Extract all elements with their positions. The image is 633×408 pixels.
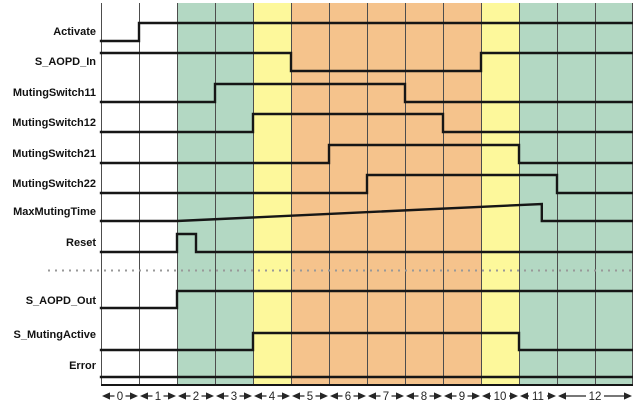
- axis-interval-label: 12: [589, 391, 602, 403]
- axis-interval-label: 8: [421, 391, 427, 403]
- arrow-left-icon: [216, 392, 224, 400]
- arrow-left-icon: [368, 392, 376, 400]
- axis-interval-label: 0: [117, 391, 123, 403]
- axis-interval-label: 1: [155, 391, 161, 403]
- axis-interval-label: 11: [532, 391, 544, 403]
- axis-interval-label: 5: [307, 391, 313, 403]
- axis-interval-label: 2: [193, 391, 199, 403]
- arrow-left-icon: [254, 392, 262, 400]
- arrow-right-icon: [168, 392, 176, 400]
- arrow-right-icon: [472, 392, 480, 400]
- arrow-left-icon: [558, 392, 566, 400]
- axis-interval-label: 6: [345, 391, 351, 403]
- signal-label-mutingswitch21: MutingSwitch21: [12, 148, 96, 160]
- waveform-MutingSwitch12: [99, 112, 633, 134]
- axis-label-backing: [152, 389, 164, 403]
- axis-label-backing: [380, 389, 392, 403]
- signal-label-mutingswitch22: MutingSwitch22: [12, 178, 96, 190]
- arrow-right-icon: [510, 392, 518, 400]
- waveform-Reset: [99, 232, 633, 254]
- axis-label-backing: [228, 389, 240, 403]
- arrow-right-icon: [548, 392, 556, 400]
- signal-label-mutingswitch11: MutingSwitch11: [12, 87, 96, 99]
- signal-label-s-aopd-out: S_AOPD_Out: [25, 295, 96, 307]
- axis-label-backing: [418, 389, 430, 403]
- arrow-left-icon: [140, 392, 148, 400]
- arrow-right-icon: [130, 392, 138, 400]
- signal-label-maxmutingtime: MaxMutingTime: [13, 206, 96, 218]
- axis-label-backing: [342, 389, 354, 403]
- waveform-MutingSwitch21: [99, 143, 633, 165]
- signal-label-mutingswitch12: MutingSwitch12: [12, 117, 96, 129]
- arrow-left-icon: [406, 392, 414, 400]
- waveform-MaxMutingTime: [99, 202, 633, 223]
- axis-label-backing: [304, 389, 316, 403]
- arrow-left-icon: [102, 392, 110, 400]
- axis-label-backing: [114, 389, 126, 403]
- arrow-right-icon: [244, 392, 252, 400]
- waveform-S_AOPD_In: [99, 51, 633, 73]
- signal-label-error: Error: [69, 360, 96, 372]
- arrow-right-icon: [358, 392, 366, 400]
- phase-band-yellow-2: [481, 3, 519, 385]
- signal-label-reset: Reset: [66, 237, 96, 249]
- signal-label-s-mutingactive: S_MutingActive: [13, 329, 96, 341]
- arrow-right-icon: [624, 392, 632, 400]
- axis-interval-label: 7: [383, 391, 389, 403]
- signal-label-s-aopd-in: S_AOPD_In: [34, 56, 96, 68]
- arrow-right-icon: [320, 392, 328, 400]
- waveform-MutingSwitch22: [99, 173, 633, 195]
- arrow-left-icon: [330, 392, 338, 400]
- axis-interval-label: 10: [494, 391, 507, 403]
- signal-label-activate: Activate: [53, 26, 96, 38]
- arrow-left-icon: [520, 392, 528, 400]
- axis-label-backing: [456, 389, 468, 403]
- arrow-right-icon: [282, 392, 290, 400]
- waveform-Activate: [99, 21, 633, 43]
- arrow-right-icon: [396, 392, 404, 400]
- axis-interval-label: 4: [269, 391, 276, 403]
- axis-interval-label: 3: [231, 391, 237, 403]
- axis-interval-label: 9: [459, 391, 465, 403]
- waveform-S_AOPD_Out: [99, 289, 633, 310]
- axis-label-backing: [190, 389, 202, 403]
- arrow-left-icon: [178, 392, 186, 400]
- axis-label-backing: [491, 389, 509, 403]
- waveform-MutingSwitch11: [99, 82, 633, 104]
- arrow-right-icon: [206, 392, 214, 400]
- arrow-right-icon: [434, 392, 442, 400]
- axis-label-backing: [586, 389, 604, 403]
- axis-label-backing: [529, 389, 547, 403]
- arrow-left-icon: [292, 392, 300, 400]
- waveform-S_MutingActive: [99, 331, 633, 352]
- arrow-left-icon: [482, 392, 490, 400]
- arrow-left-icon: [444, 392, 452, 400]
- axis-label-backing: [266, 389, 278, 403]
